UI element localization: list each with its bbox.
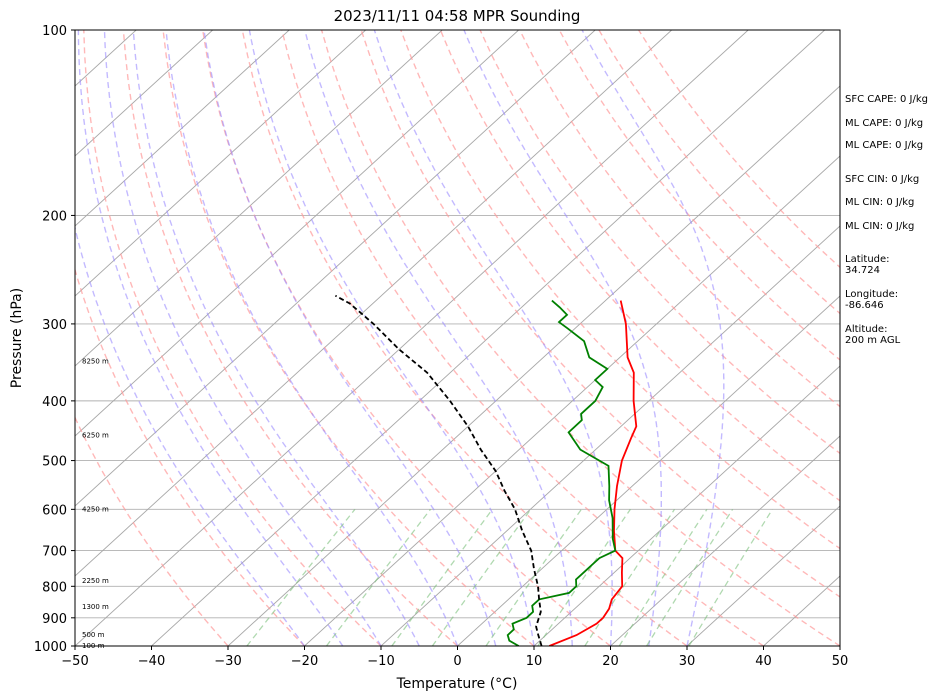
altitude-label: Altitude: (845, 324, 887, 335)
y-tick-label: 700 (42, 545, 67, 560)
moist-adiabat-line (75, 224, 306, 646)
mixing-ratio-line (688, 508, 773, 646)
y-tick-label: 500 (42, 455, 67, 470)
moist-adiabat-line (248, 30, 535, 646)
sfc-cin-label: SFC CIN: 0 J/kg (845, 174, 919, 185)
isotherm-line (227, 85, 840, 646)
mixing-ratio-line (537, 508, 631, 646)
moist-adiabat-line (132, 30, 420, 646)
dry-adiabat-line (162, 30, 535, 646)
moist-adiabat-line (103, 30, 382, 646)
x-tick-label: −20 (291, 654, 318, 669)
parcel-line (334, 294, 543, 646)
mixing-ratio-line (646, 508, 734, 646)
mixing-ratio-line (431, 508, 532, 646)
dry-adiabat-line (122, 30, 458, 646)
ml-cin-label-2: ML CIN: 0 J/kg (845, 221, 914, 232)
moist-adiabat-line (463, 30, 662, 646)
mixing-ratio-line (391, 508, 493, 646)
dry-adiabat-line (281, 30, 764, 646)
height-label: 6250 m (82, 431, 109, 439)
isotherm-line (75, 30, 596, 507)
y-tick-label: 400 (42, 395, 67, 410)
longitude-label: Longitude: (845, 289, 898, 300)
x-tick-label: 30 (679, 654, 696, 669)
indices-panel: SFC CAPE: 0 J/kg ML CAPE: 0 J/kg ML CAPE… (845, 94, 928, 346)
x-tick-label: −40 (138, 654, 165, 669)
y-tick-label: 1000 (34, 640, 67, 655)
moist-adiabat-line (373, 30, 613, 646)
x-tick-label: 50 (832, 654, 849, 669)
ml-cape-label: ML CAPE: 0 J/kg (845, 118, 923, 129)
isotherm-line (304, 155, 840, 646)
x-tick-label: −50 (61, 654, 88, 669)
isotherm-line (686, 505, 840, 646)
isotherm-line (75, 30, 749, 646)
plot-frame (74, 29, 841, 647)
sfc-cape-label: SFC CAPE: 0 J/kg (845, 94, 928, 105)
adiabat-lines (75, 30, 840, 646)
x-tick-label: −30 (214, 654, 241, 669)
temperature-line (548, 300, 638, 646)
dry-adiabat-line (75, 267, 306, 646)
ml-cape-label-2: ML CAPE: 0 J/kg (845, 140, 923, 151)
isotherm-line (533, 365, 840, 646)
y-tick-label: 200 (42, 209, 67, 224)
y-tick-label: 600 (42, 503, 67, 518)
mixing-ratio-line (584, 508, 676, 646)
isotherm-line (75, 30, 520, 437)
dry-adiabat-line (320, 30, 840, 646)
height-label: 1300 m (82, 603, 109, 611)
y-tick-label: 300 (42, 318, 67, 333)
y-tick-label: 100 (42, 24, 67, 39)
isotherm-line (151, 30, 826, 646)
isobar-grid (75, 214, 840, 619)
isotherm-line (75, 30, 443, 367)
chart-title: 2023/11/11 04:58 MPR Sounding (334, 7, 581, 25)
height-label: 4250 m (82, 505, 109, 513)
moist-adiabat-line (203, 30, 497, 646)
y-tick-label: 800 (42, 580, 67, 595)
y-axis-ticks: 100 200 300 400 500 600 700 800 900 1000 (34, 24, 75, 655)
moist-adiabat-line (165, 30, 459, 646)
profile-lines (334, 294, 638, 646)
dry-adiabat-line (83, 30, 382, 646)
dry-adiabat-line (241, 30, 688, 646)
moist-adiabat-line (581, 30, 725, 646)
y-tick-label: 900 (42, 612, 67, 627)
isotherm-line (75, 30, 367, 297)
isotherm-line (75, 30, 673, 577)
mixing-ratio-line (485, 508, 582, 646)
altitude-value: 200 m AGL (845, 335, 901, 346)
y-axis-label: Pressure (hPa) (9, 288, 25, 388)
x-tick-label: −10 (367, 654, 394, 669)
isotherm-line (75, 30, 214, 157)
height-label: 500 m (82, 631, 105, 639)
x-axis-label: Temperature (°C) (396, 676, 518, 692)
mixing-ratio-line (618, 508, 708, 646)
moist-adiabat-line (304, 30, 573, 646)
longitude-value: -86.646 (845, 300, 884, 311)
mixing-ratio-line (246, 508, 356, 646)
x-tick-label: 0 (453, 654, 461, 669)
x-tick-label: 10 (526, 654, 543, 669)
dry-adiabat-line (75, 415, 229, 646)
dewpoint-line (506, 299, 617, 646)
x-tick-label: 20 (602, 654, 619, 669)
isotherm-line (457, 295, 840, 646)
height-label: 8250 m (82, 357, 109, 365)
x-axis-ticks: −50 −40 −30 −20 −10 0 10 20 30 40 50 (61, 646, 848, 669)
latitude-label: Latitude: (845, 254, 890, 265)
latitude-value: 34.724 (845, 265, 880, 276)
ml-cin-label: ML CIN: 0 J/kg (845, 197, 914, 208)
moist-adiabat-line (77, 30, 344, 646)
isotherm-line (380, 225, 840, 646)
height-label: 2250 m (82, 577, 109, 585)
isotherm-line (75, 30, 290, 227)
mixing-ratio-line (325, 508, 432, 646)
isotherm-line (610, 435, 840, 646)
x-tick-label: 40 (755, 654, 772, 669)
